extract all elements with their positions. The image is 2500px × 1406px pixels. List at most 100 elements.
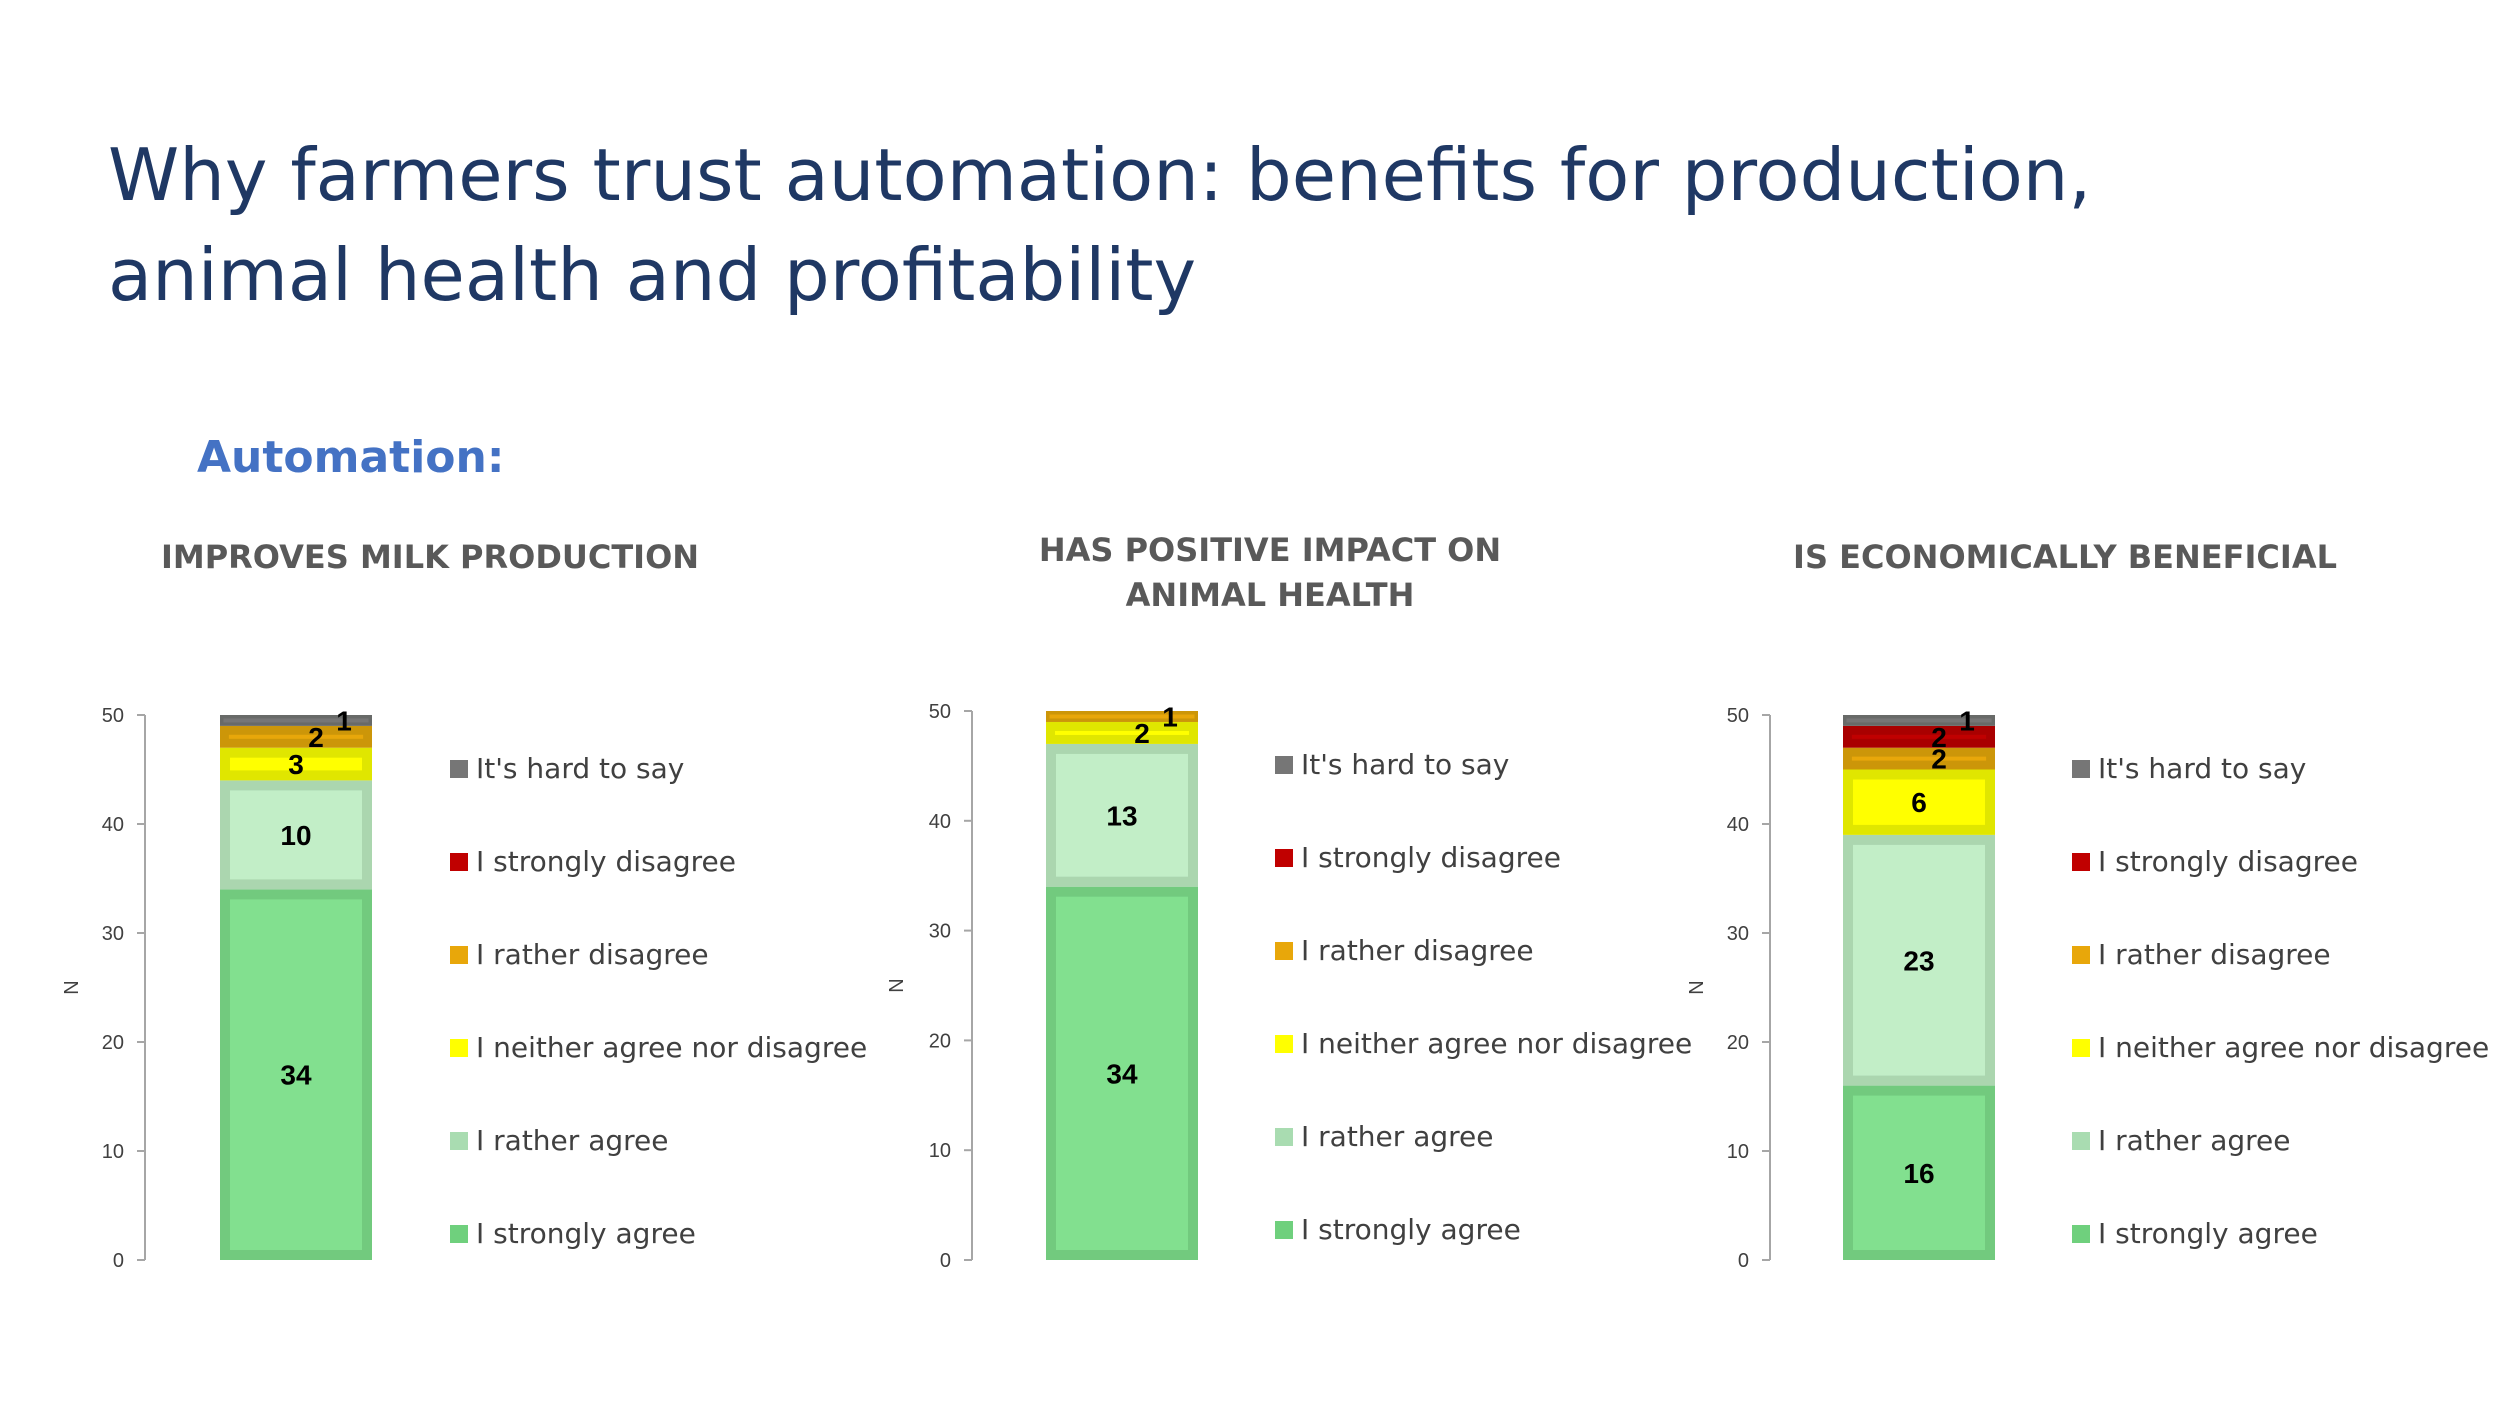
data-label: 34 bbox=[1106, 1058, 1138, 1089]
y-axis-label: N bbox=[61, 980, 83, 994]
chart-title-milk-production: IMPROVES MILK PRODUCTION bbox=[160, 538, 700, 576]
data-label: 16 bbox=[1903, 1158, 1934, 1189]
data-label: 1 bbox=[336, 705, 352, 736]
y-tick-label: 30 bbox=[929, 921, 951, 943]
data-label: 2 bbox=[1931, 722, 1947, 753]
y-tick-label: 10 bbox=[102, 1141, 124, 1163]
legend-label: I rather agree bbox=[476, 1124, 668, 1157]
data-label: 3 bbox=[288, 749, 304, 780]
data-label: 1 bbox=[1959, 705, 1975, 736]
legend-item-strongly-disagree: I strongly disagree bbox=[450, 845, 736, 878]
legend-item-rather-agree: I rather agree bbox=[2072, 1124, 2290, 1157]
bar-segment-fill bbox=[1049, 714, 1195, 719]
legend-item-neither: I neither agree nor disagree bbox=[450, 1031, 867, 1064]
legend-label: I rather disagree bbox=[1301, 934, 1534, 967]
y-tick-label: 20 bbox=[102, 1032, 124, 1054]
bar-segment-fill bbox=[1853, 1095, 1985, 1250]
bar-segment-fill bbox=[1851, 734, 1987, 739]
bar-segment-fill bbox=[1056, 896, 1188, 1250]
legend-swatch bbox=[1275, 849, 1293, 867]
legend-swatch bbox=[450, 946, 468, 964]
data-label: 10 bbox=[280, 820, 311, 851]
bar-segment-fill bbox=[228, 734, 364, 739]
y-tick-label: 40 bbox=[102, 814, 124, 836]
legend-item-rather-agree: I rather agree bbox=[450, 1124, 668, 1157]
y-tick-label: 0 bbox=[940, 1250, 951, 1272]
bar-segment-fill bbox=[1846, 718, 1992, 723]
section-label: Automation: bbox=[197, 432, 505, 483]
legend-item-strongly-disagree: I strongly disagree bbox=[2072, 845, 2358, 878]
legend-item-hard-to-say: It's hard to say bbox=[1275, 748, 1509, 781]
legend-item-strongly-agree: I strongly agree bbox=[1275, 1213, 1521, 1246]
legend-label: I strongly agree bbox=[476, 1217, 696, 1250]
y-tick-label: 50 bbox=[1727, 705, 1749, 727]
legend-swatch bbox=[2072, 946, 2090, 964]
y-tick-label: 30 bbox=[102, 923, 124, 945]
y-tick-label: 0 bbox=[1738, 1250, 1749, 1272]
y-tick-label: 0 bbox=[113, 1250, 124, 1272]
chart-1: 0 10 20 30 40 50 N 34 10 321 It's hard to say I str… bbox=[61, 705, 867, 1272]
chart-title-animal-health: HAS POSITIVE IMPACT ON ANIMAL HEALTH bbox=[1038, 531, 1502, 614]
chart-2: 0 10 20 30 40 50 N 34 13 21 It's hard to say I stro… bbox=[886, 701, 1692, 1272]
legend-item-strongly-agree: I strongly agree bbox=[450, 1217, 696, 1250]
data-label: 2 bbox=[1134, 718, 1150, 749]
legend-label: It's hard to say bbox=[1301, 748, 1509, 781]
bar-segment-fill bbox=[223, 718, 369, 723]
data-label: 1 bbox=[1162, 701, 1178, 732]
legend-swatch bbox=[1275, 1221, 1293, 1239]
y-tick-label: 10 bbox=[1727, 1141, 1749, 1163]
legend-swatch bbox=[450, 1039, 468, 1057]
legend-label: I strongly agree bbox=[1301, 1213, 1521, 1246]
legend-item-rather-disagree: I rather disagree bbox=[1275, 934, 1534, 967]
legend-label: I strongly disagree bbox=[1301, 841, 1561, 874]
legend-label: I strongly disagree bbox=[2098, 845, 2358, 878]
slide-title: Why farmers trust automation: benefits f… bbox=[108, 133, 2092, 317]
y-tick-label: 40 bbox=[1727, 814, 1749, 836]
y-tick-label: 20 bbox=[1727, 1032, 1749, 1054]
legend-item-neither: I neither agree nor disagree bbox=[1275, 1027, 1692, 1060]
legend-swatch bbox=[2072, 1039, 2090, 1057]
y-axis-label: N bbox=[1686, 980, 1708, 994]
legend-label: I strongly disagree bbox=[476, 845, 736, 878]
legend-label: It's hard to say bbox=[2098, 752, 2306, 785]
legend-label: I rather agree bbox=[2098, 1124, 2290, 1157]
legend-item-hard-to-say: It's hard to say bbox=[2072, 752, 2306, 785]
data-label: 34 bbox=[280, 1060, 312, 1091]
bar-segment-fill bbox=[230, 899, 362, 1250]
legend-item-rather-agree: I rather agree bbox=[1275, 1120, 1493, 1153]
y-tick-label: 50 bbox=[102, 705, 124, 727]
legend-label: It's hard to say bbox=[476, 752, 684, 785]
data-label: 6 bbox=[1911, 787, 1927, 818]
legend-label: I neither agree nor disagree bbox=[2098, 1031, 2489, 1064]
legend-item-neither: I neither agree nor disagree bbox=[2072, 1031, 2489, 1064]
bar-segment-fill bbox=[1054, 730, 1190, 735]
legend-item-hard-to-say: It's hard to say bbox=[450, 752, 684, 785]
y-tick-label: 50 bbox=[929, 701, 951, 723]
bar-segment-fill bbox=[230, 757, 362, 771]
legend-label: I neither agree nor disagree bbox=[1301, 1027, 1692, 1060]
legend-item-strongly-disagree: I strongly disagree bbox=[1275, 841, 1561, 874]
y-axis-label: N bbox=[886, 978, 908, 992]
legend-label: I rather disagree bbox=[476, 938, 709, 971]
legend-swatch bbox=[450, 1225, 468, 1243]
legend-label: I neither agree nor disagree bbox=[476, 1031, 867, 1064]
legend-swatch bbox=[1275, 756, 1293, 774]
legend-label: I strongly agree bbox=[2098, 1217, 2318, 1250]
bar-segment-fill bbox=[1853, 844, 1985, 1076]
legend-swatch bbox=[2072, 760, 2090, 778]
legend-swatch bbox=[1275, 1128, 1293, 1146]
y-tick-label: 20 bbox=[929, 1030, 951, 1052]
data-label: 2 bbox=[1931, 744, 1947, 775]
legend-swatch bbox=[1275, 942, 1293, 960]
legend-item-rather-disagree: I rather disagree bbox=[450, 938, 709, 971]
legend-swatch bbox=[2072, 1132, 2090, 1150]
y-tick-label: 40 bbox=[929, 811, 951, 833]
legend-swatch bbox=[450, 853, 468, 871]
legend-swatch bbox=[2072, 853, 2090, 871]
legend-label: I rather agree bbox=[1301, 1120, 1493, 1153]
bar-segment-fill bbox=[1056, 753, 1188, 877]
data-label: 2 bbox=[308, 722, 324, 753]
bar-segment-fill bbox=[1851, 756, 1987, 761]
data-label: 23 bbox=[1903, 945, 1934, 976]
